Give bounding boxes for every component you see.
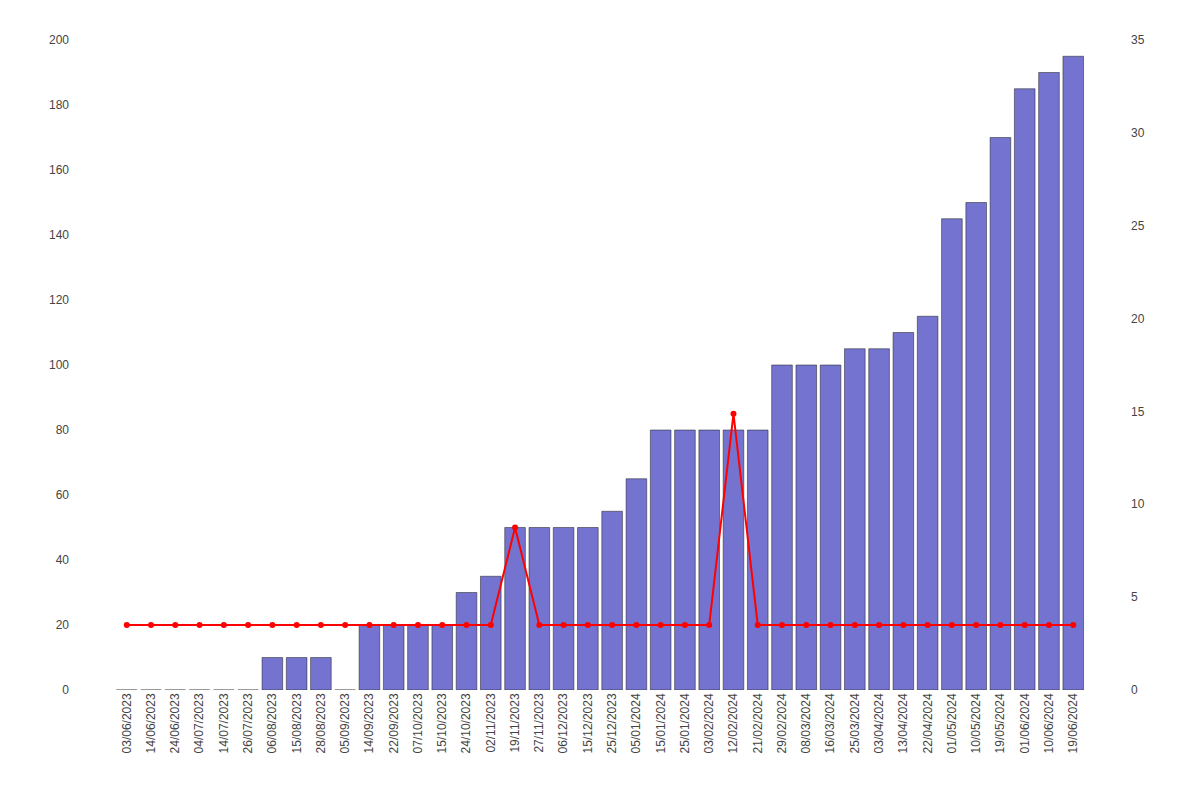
svg-text:03/02/2024: 03/02/2024 — [702, 693, 716, 753]
svg-text:13/04/2024: 13/04/2024 — [896, 693, 910, 753]
svg-text:25/12/2023: 25/12/2023 — [605, 693, 619, 753]
svg-text:15: 15 — [1131, 405, 1145, 419]
svg-text:27/11/2023: 27/11/2023 — [532, 693, 546, 752]
svg-text:30: 30 — [1131, 126, 1145, 140]
svg-text:35: 35 — [1131, 33, 1145, 47]
svg-text:14/09/2023: 14/09/2023 — [362, 693, 376, 753]
svg-text:22/04/2024: 22/04/2024 — [921, 693, 935, 753]
svg-text:16/03/2024: 16/03/2024 — [823, 693, 837, 753]
svg-text:200: 200 — [49, 33, 69, 47]
svg-text:10: 10 — [1131, 497, 1145, 511]
svg-text:5: 5 — [1131, 590, 1138, 604]
svg-text:160: 160 — [49, 163, 69, 177]
svg-text:07/10/2023: 07/10/2023 — [411, 693, 425, 753]
svg-text:80: 80 — [56, 423, 70, 437]
svg-text:25/03/2024: 25/03/2024 — [848, 693, 862, 753]
svg-text:22/09/2023: 22/09/2023 — [387, 693, 401, 753]
svg-text:15/10/2023: 15/10/2023 — [435, 693, 449, 753]
svg-text:100: 100 — [49, 358, 69, 372]
svg-text:40: 40 — [56, 553, 70, 567]
svg-text:29/02/2024: 29/02/2024 — [775, 693, 789, 753]
svg-text:01/05/2024: 01/05/2024 — [945, 693, 959, 753]
svg-text:06/12/2023: 06/12/2023 — [557, 693, 571, 753]
svg-text:25: 25 — [1131, 219, 1145, 233]
svg-text:28/08/2023: 28/08/2023 — [314, 693, 328, 753]
svg-text:120: 120 — [49, 293, 69, 307]
svg-text:0: 0 — [62, 683, 69, 697]
svg-text:180: 180 — [49, 98, 69, 112]
svg-text:15/08/2023: 15/08/2023 — [290, 693, 304, 753]
svg-text:20: 20 — [1131, 312, 1145, 326]
svg-text:25/01/2024: 25/01/2024 — [678, 693, 692, 753]
svg-text:20: 20 — [56, 618, 70, 632]
svg-text:02/11/2023: 02/11/2023 — [484, 693, 498, 752]
svg-text:0: 0 — [1131, 683, 1138, 697]
svg-text:60: 60 — [56, 488, 70, 502]
svg-text:15/01/2024: 15/01/2024 — [654, 693, 668, 753]
svg-text:19/11/2023: 19/11/2023 — [508, 693, 522, 752]
svg-text:06/08/2023: 06/08/2023 — [265, 693, 279, 753]
svg-text:140: 140 — [49, 228, 69, 242]
svg-text:05/09/2023: 05/09/2023 — [338, 693, 352, 753]
svg-text:24/06/2023: 24/06/2023 — [168, 693, 182, 753]
svg-text:19/06/2024: 19/06/2024 — [1066, 693, 1080, 753]
svg-text:24/10/2023: 24/10/2023 — [459, 693, 473, 753]
svg-text:03/06/2023: 03/06/2023 — [120, 693, 134, 753]
svg-text:10/06/2024: 10/06/2024 — [1042, 693, 1056, 753]
svg-text:14/07/2023: 14/07/2023 — [217, 693, 231, 753]
svg-text:14/06/2023: 14/06/2023 — [144, 693, 158, 753]
svg-text:19/05/2024: 19/05/2024 — [993, 693, 1007, 753]
svg-text:10/05/2024: 10/05/2024 — [969, 693, 983, 753]
svg-text:15/12/2023: 15/12/2023 — [581, 693, 595, 753]
svg-text:12/02/2024: 12/02/2024 — [726, 693, 740, 753]
svg-text:21/02/2024: 21/02/2024 — [751, 693, 765, 753]
svg-text:26/07/2023: 26/07/2023 — [241, 693, 255, 753]
svg-text:05/01/2024: 05/01/2024 — [629, 693, 643, 753]
svg-text:01/06/2024: 01/06/2024 — [1018, 693, 1032, 753]
svg-text:03/04/2024: 03/04/2024 — [872, 693, 886, 753]
svg-text:08/03/2024: 08/03/2024 — [799, 693, 813, 753]
svg-text:04/07/2023: 04/07/2023 — [192, 693, 206, 753]
